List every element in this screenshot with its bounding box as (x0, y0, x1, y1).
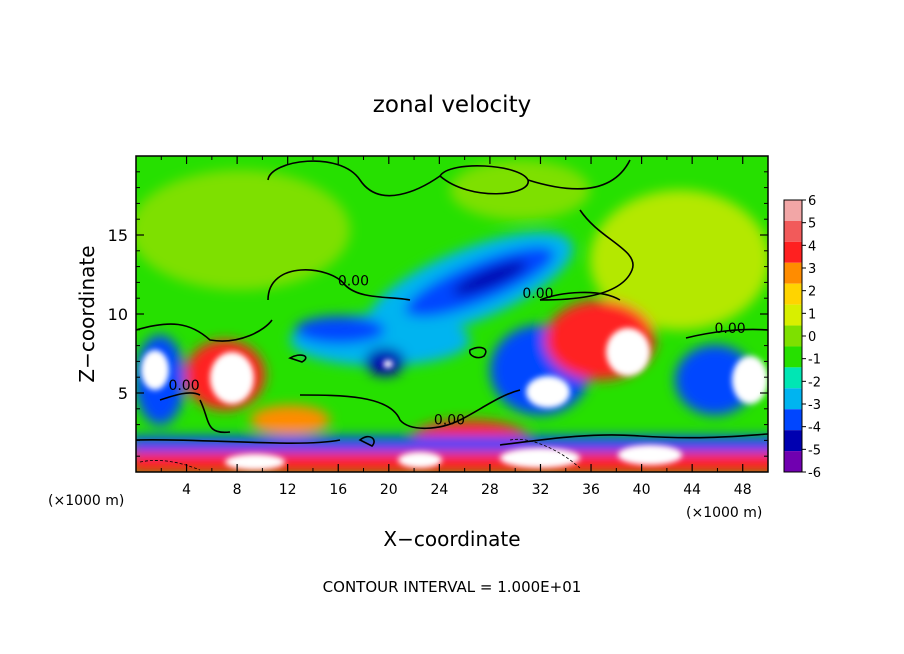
x-tick-label: 48 (734, 482, 752, 498)
colorbar-label: -3 (808, 398, 821, 413)
zero-contour (136, 319, 768, 342)
colorbar-swatch (784, 451, 802, 472)
y-tick-label: 10 (108, 305, 128, 324)
x-tick-label: 24 (430, 482, 448, 498)
colorbar-swatch (784, 200, 802, 221)
colorbar-label: 5 (808, 217, 816, 232)
colorbar-swatch (784, 241, 802, 263)
colorbar-swatch (784, 304, 802, 326)
field-blob (295, 316, 385, 344)
negative-contour (509, 438, 581, 469)
colorbar-label: 2 (808, 285, 816, 300)
colorbar-swatch (784, 346, 802, 368)
y-axis: 5 10 15 (108, 171, 768, 457)
zero-contour (159, 392, 231, 434)
colorbar-swatch (784, 388, 802, 410)
x-unit-right: (×1000 m) (686, 505, 762, 521)
x-unit-left: (×1000 m) (48, 493, 124, 509)
x-axis-label: X−coordinate (383, 527, 520, 551)
peak-blob (618, 445, 682, 465)
colorbar-label: 3 (808, 262, 816, 277)
y-tick-label: 5 (118, 384, 128, 403)
peak-blob (141, 350, 169, 390)
colorbar-label: -2 (808, 375, 821, 390)
zero-contour (136, 433, 768, 446)
contour-label: 0.00 (522, 286, 553, 302)
contour-label: 0.00 (338, 274, 369, 290)
x-axis: 4 8 12 16 20 24 28 32 36 40 44 48 (160, 156, 752, 498)
colorbar-swatch (784, 409, 802, 431)
field-blob (675, 345, 755, 415)
colorbar-label: 1 (808, 307, 816, 322)
colorbar-label: 0 (808, 330, 816, 345)
colorbar-swatch (784, 283, 802, 305)
x-tick-label: 20 (380, 482, 398, 498)
field-blob (250, 405, 330, 435)
colorbar-swatch (784, 430, 802, 452)
zero-contour (288, 346, 487, 447)
x-tick-label: 16 (329, 482, 347, 498)
zero-contour (267, 159, 634, 301)
colorbar-swatch (784, 367, 802, 389)
x-tick-label: 28 (481, 482, 499, 498)
colorbar: 6 5 4 3 2 1 0 -1 -2 -3 -4 -5 -6 (783, 194, 821, 481)
x-tick-label: 40 (633, 482, 651, 498)
colorbar-label: 4 (808, 239, 816, 254)
chart-title: zonal velocity (373, 92, 531, 118)
field-blob (452, 260, 528, 296)
peak-blob (606, 328, 650, 376)
colorbar-label: -1 (808, 353, 821, 368)
x-tick-label: 12 (279, 482, 297, 498)
contour-interval-footer: CONTOUR INTERVAL = 1.000E+01 (323, 578, 582, 596)
peak-blob (210, 352, 254, 404)
x-tick-label: 36 (582, 482, 600, 498)
plot-area: 0.00 0.00 0.00 0.00 0.00 (136, 156, 768, 472)
colorbar-swatch (784, 262, 802, 284)
y-tick-label: 15 (108, 226, 128, 245)
colorbar-swatch (784, 325, 802, 347)
contour-label: 0.00 (168, 378, 199, 394)
peak-blob (398, 452, 442, 468)
zero-contours (136, 159, 768, 447)
field-blob (136, 436, 768, 452)
colorbar-label: -6 (808, 466, 821, 481)
peak-blob (225, 454, 285, 470)
zero-contour (299, 389, 521, 430)
negative-contour (139, 460, 201, 471)
x-tick-label: 32 (532, 482, 550, 498)
colorbar-label: -4 (808, 421, 821, 436)
colorbar-label: 6 (808, 194, 816, 209)
negative-contours (139, 438, 581, 471)
zero-contour (267, 269, 621, 301)
colorbar-label: -5 (808, 443, 821, 458)
x-tick-label: 8 (233, 482, 242, 498)
field-blob (136, 170, 350, 290)
velocity-peaks (141, 328, 768, 470)
x-tick-label: 44 (683, 482, 701, 498)
field-blob (136, 452, 768, 472)
peak-blob (383, 360, 393, 368)
field-blob (590, 190, 768, 330)
y-axis-label: Z−coordinate (75, 245, 99, 382)
peak-blob (526, 376, 570, 408)
contour-label: 0.00 (434, 413, 465, 429)
peak-blob (732, 356, 768, 404)
x-tick-label: 4 (182, 482, 191, 498)
colorbar-swatch (784, 220, 802, 242)
contour-label: 0.00 (714, 321, 745, 337)
